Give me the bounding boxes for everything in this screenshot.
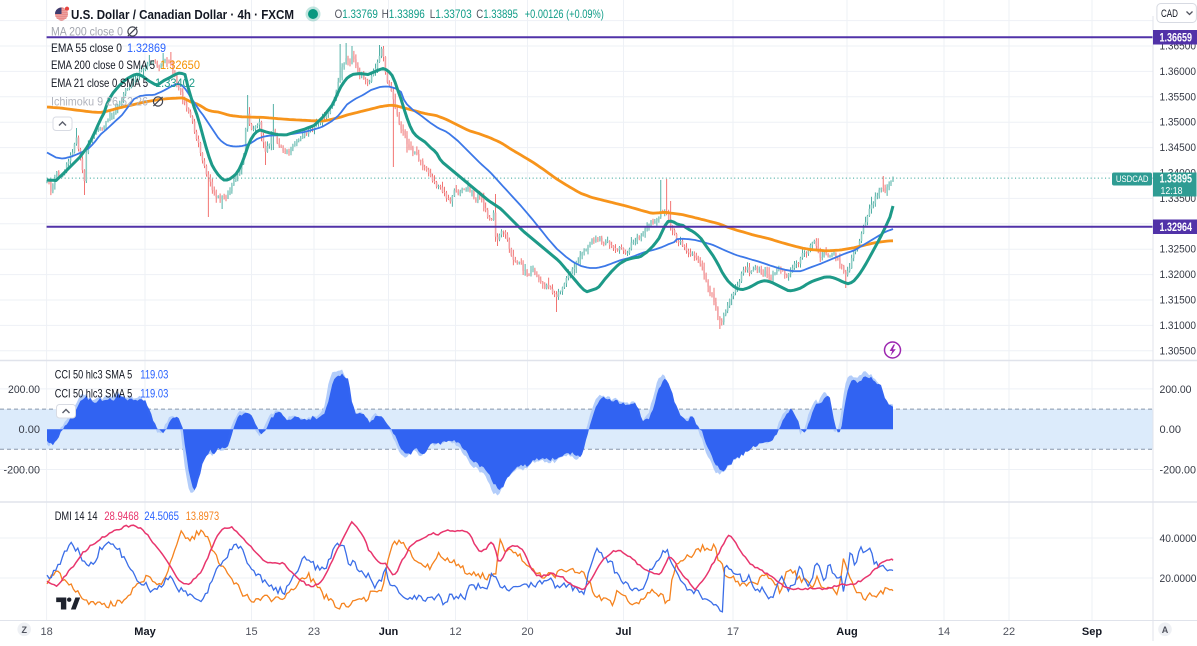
svg-text:EMA 55 close 0: EMA 55 close 0 [51, 41, 122, 55]
svg-text:MA 200 close 0: MA 200 close 0 [51, 25, 123, 39]
svg-text:Sep: Sep [1082, 626, 1102, 638]
svg-text:Jun: Jun [379, 626, 399, 638]
svg-text:40.0000: 40.0000 [1160, 533, 1197, 545]
svg-text:USDCAD: USDCAD [1116, 174, 1149, 185]
svg-text:18: 18 [40, 626, 52, 638]
svg-text:1.32650: 1.32650 [160, 58, 200, 72]
svg-text:200.00: 200.00 [1160, 384, 1192, 396]
svg-text:EMA 21 close 0 SMA 5: EMA 21 close 0 SMA 5 [51, 76, 148, 90]
svg-text:CAD: CAD [1161, 8, 1178, 20]
svg-text:DMI 14 14: DMI 14 14 [55, 509, 98, 523]
svg-text:13.8973: 13.8973 [186, 509, 220, 523]
svg-text:12: 12 [449, 626, 461, 638]
svg-text:CCI 50 hlc3 SMA 5: CCI 50 hlc3 SMA 5 [55, 368, 133, 382]
svg-text:-200.00: -200.00 [4, 465, 41, 477]
svg-text:Jul: Jul [616, 626, 632, 638]
svg-text:O1.33769: O1.33769 [335, 7, 378, 21]
svg-text:A: A [1162, 625, 1169, 635]
svg-text:12:18: 12:18 [1161, 185, 1183, 197]
svg-text:-200.00: -200.00 [1160, 465, 1197, 477]
svg-text:1.32000: 1.32000 [1160, 269, 1197, 281]
svg-text:1.36000: 1.36000 [1160, 66, 1197, 78]
svg-text:U.S. Dollar / Canadian Dollar: U.S. Dollar / Canadian Dollar · 4h · FXC… [71, 7, 294, 22]
svg-text:119.03: 119.03 [140, 368, 168, 382]
svg-text:1.36659: 1.36659 [1160, 32, 1193, 44]
svg-text:1.31500: 1.31500 [1160, 295, 1197, 307]
svg-text:+0.00126 (+0.09%): +0.00126 (+0.09%) [525, 7, 604, 21]
svg-text:0.00: 0.00 [19, 424, 41, 436]
svg-text:EMA 200 close 0 SMA 5: EMA 200 close 0 SMA 5 [51, 58, 155, 72]
svg-text:Ichimoku 9 26 52 26: Ichimoku 9 26 52 26 [51, 95, 148, 109]
svg-text:C1.33895: C1.33895 [476, 7, 518, 21]
svg-text:23: 23 [308, 626, 320, 638]
svg-text:1.32964: 1.32964 [1160, 222, 1193, 234]
svg-text:20: 20 [521, 626, 533, 638]
svg-text:200.00: 200.00 [8, 384, 40, 396]
svg-text:1.30500: 1.30500 [1160, 345, 1197, 357]
svg-text:1.33895: 1.33895 [1160, 174, 1193, 186]
svg-text:20.0000: 20.0000 [1160, 573, 1197, 585]
svg-text:H1.33896: H1.33896 [382, 7, 425, 21]
svg-text:119.03: 119.03 [140, 386, 168, 400]
svg-text:1.35500: 1.35500 [1160, 91, 1197, 103]
svg-text:0.00: 0.00 [1160, 424, 1182, 436]
svg-text:15: 15 [245, 626, 257, 638]
svg-text:Z: Z [21, 625, 27, 635]
svg-text:1.31000: 1.31000 [1160, 320, 1197, 332]
svg-text:1.35000: 1.35000 [1160, 117, 1197, 129]
svg-text:22: 22 [1003, 626, 1015, 638]
svg-text:L1.33703: L1.33703 [430, 7, 472, 21]
svg-text:28.9468: 28.9468 [104, 509, 139, 523]
svg-text:24.5065: 24.5065 [144, 509, 179, 523]
svg-text:Aug: Aug [836, 626, 857, 638]
svg-text:1.32869: 1.32869 [127, 41, 166, 55]
svg-text:14: 14 [938, 626, 950, 638]
svg-text:1.32500: 1.32500 [1160, 244, 1197, 256]
svg-text:1.34500: 1.34500 [1160, 142, 1197, 154]
svg-text:17: 17 [727, 626, 739, 638]
svg-text:1.33402: 1.33402 [155, 76, 195, 90]
svg-text:CCI 50 hlc3 SMA 5: CCI 50 hlc3 SMA 5 [55, 386, 133, 400]
svg-text:May: May [134, 626, 156, 638]
